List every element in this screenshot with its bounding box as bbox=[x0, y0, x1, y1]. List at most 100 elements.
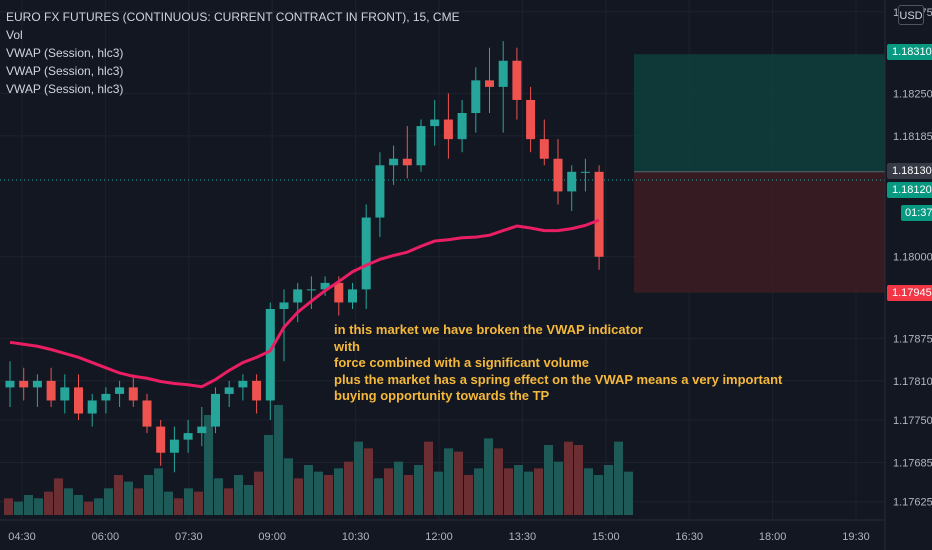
candle-body bbox=[211, 393, 220, 427]
volume-bar bbox=[404, 475, 413, 515]
candle-body bbox=[430, 119, 440, 127]
volume-bar bbox=[104, 488, 113, 515]
legend-vwap-1[interactable]: VWAP (Session, hlc3) bbox=[6, 46, 124, 60]
candle-body bbox=[238, 380, 248, 388]
volume-bar bbox=[434, 471, 443, 515]
entry-price-label: 1.18130 bbox=[887, 163, 932, 179]
volume-bar bbox=[54, 478, 63, 515]
volume-bar bbox=[394, 461, 403, 515]
price-tick-label: 1.17875 bbox=[893, 333, 932, 345]
candle-body bbox=[156, 426, 166, 453]
volume-bar bbox=[364, 448, 373, 515]
candle-body bbox=[183, 433, 193, 440]
candle-body bbox=[169, 439, 179, 453]
candle-body bbox=[46, 380, 56, 401]
chart-legend: EURO FX FUTURES (CONTINUOUS: CURRENT CON… bbox=[6, 8, 460, 98]
volume-bar bbox=[274, 405, 283, 515]
volume-bar bbox=[34, 498, 43, 515]
legend-vwap-3[interactable]: VWAP (Session, hlc3) bbox=[6, 82, 124, 96]
volume-bar bbox=[284, 458, 293, 515]
note-line-5: buying opportunity towards the TP bbox=[334, 388, 550, 403]
candle-body bbox=[416, 126, 426, 166]
target-price-label: 1.18310 bbox=[887, 44, 932, 60]
candle-body bbox=[334, 282, 344, 303]
volume-bar bbox=[524, 471, 533, 515]
candle-body bbox=[361, 217, 371, 290]
volume-bar bbox=[514, 465, 523, 515]
candle-body bbox=[252, 380, 262, 401]
candle-body bbox=[197, 426, 207, 434]
candle-body bbox=[5, 380, 15, 388]
time-tick-label: 07:30 bbox=[175, 531, 203, 543]
volume-bar bbox=[144, 475, 153, 515]
volume-bar bbox=[454, 451, 463, 515]
volume-bar bbox=[164, 491, 173, 515]
candle-body bbox=[60, 387, 70, 401]
volume-bar bbox=[574, 445, 583, 515]
candle-body bbox=[142, 400, 152, 427]
legend-vwap-2[interactable]: VWAP (Session, hlc3) bbox=[6, 64, 124, 78]
volume-bar bbox=[614, 441, 623, 515]
candle-body bbox=[115, 387, 125, 394]
volume-bar bbox=[554, 461, 563, 515]
bar-countdown: 01:37 bbox=[901, 205, 932, 221]
volume-bar bbox=[354, 441, 363, 515]
stop-zone[interactable] bbox=[634, 171, 885, 293]
volume-bar bbox=[214, 478, 223, 515]
time-tick-label: 04:30 bbox=[8, 531, 36, 543]
volume-bar bbox=[244, 485, 253, 515]
volume-bar bbox=[124, 481, 133, 515]
target-zone[interactable] bbox=[634, 54, 885, 172]
price-axis[interactable] bbox=[885, 0, 932, 550]
candle-body bbox=[279, 302, 289, 309]
candle-body bbox=[485, 80, 494, 87]
volume-bar bbox=[504, 468, 513, 515]
price-tick-label: 1.17750 bbox=[893, 415, 932, 427]
candle-body bbox=[74, 387, 83, 414]
time-tick-label: 13:30 bbox=[509, 531, 537, 543]
volume-bar bbox=[334, 468, 343, 515]
volume-bar bbox=[154, 468, 163, 515]
volume-bar bbox=[604, 465, 613, 515]
volume-bar bbox=[204, 415, 213, 515]
price-tick-label: 1.18185 bbox=[893, 131, 932, 143]
vwap-line[interactable] bbox=[9, 218, 600, 389]
volume-bar bbox=[254, 471, 263, 515]
volume-bar bbox=[484, 438, 493, 515]
candle-body bbox=[19, 380, 29, 388]
last-price-label: 1.18120 bbox=[887, 182, 932, 198]
currency-button[interactable]: USD bbox=[898, 5, 924, 25]
volume-bar bbox=[324, 475, 333, 515]
note-line-2: with bbox=[334, 338, 360, 354]
candle-body bbox=[87, 400, 97, 414]
price-tick-label: 1.18000 bbox=[893, 252, 932, 264]
time-tick-label: 19:30 bbox=[842, 531, 870, 543]
price-tick-label: 1.17685 bbox=[893, 458, 932, 470]
symbol-title[interactable]: EURO FX FUTURES (CONTINUOUS: CURRENT CON… bbox=[6, 10, 460, 24]
time-tick-label: 10:30 bbox=[342, 531, 370, 543]
trade-note[interactable]: in this market we have broken the VWAP i… bbox=[334, 322, 782, 405]
candle-body bbox=[293, 289, 303, 303]
volume-bar bbox=[174, 498, 183, 515]
candle-body bbox=[32, 380, 42, 388]
volume-bar bbox=[4, 498, 13, 515]
candle-body bbox=[389, 158, 399, 166]
candle-body bbox=[567, 171, 577, 192]
price-tick-label: 1.18250 bbox=[893, 88, 932, 100]
time-tick-label: 12:00 bbox=[425, 531, 453, 543]
time-tick-label: 16:30 bbox=[675, 531, 703, 543]
volume-bar bbox=[494, 448, 503, 515]
time-tick-label: 09:00 bbox=[258, 531, 286, 543]
volume-bar bbox=[194, 491, 203, 515]
volume-bar bbox=[314, 471, 323, 515]
note-line-4: plus the market has a spring effect on t… bbox=[334, 371, 783, 387]
candle-body bbox=[580, 171, 590, 173]
volume-bar bbox=[534, 468, 543, 515]
candle-body bbox=[101, 393, 111, 401]
legend-volume[interactable]: Vol bbox=[6, 28, 23, 42]
volume-bar bbox=[564, 441, 573, 515]
time-tick-label: 15:00 bbox=[592, 531, 620, 543]
volume-bar bbox=[294, 478, 303, 515]
